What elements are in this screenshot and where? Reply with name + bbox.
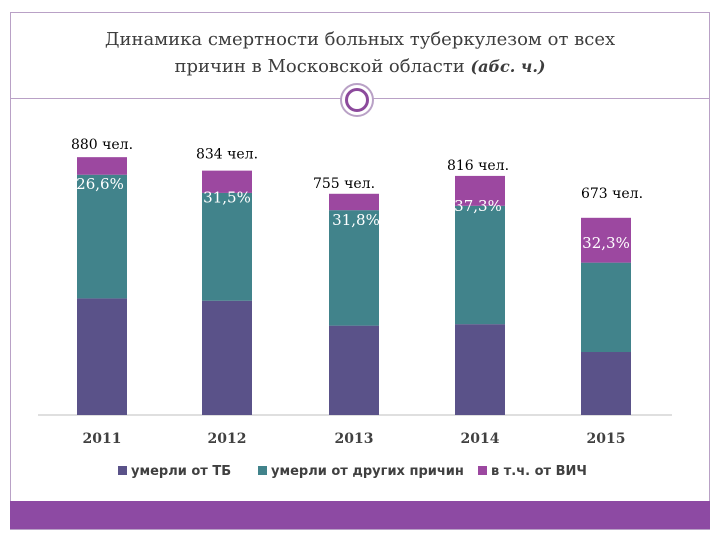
labels-group: 2011 880 чел. 26,6% 2012 834 чел. 31,5% 2013 75… xyxy=(71,137,643,447)
bar-2012-series-2 xyxy=(202,170,252,193)
hiv-percent-label: 31,8% xyxy=(332,211,380,229)
bar-2013-series-0 xyxy=(329,325,379,415)
bar-2015-series-2 xyxy=(581,217,631,263)
footer-accent-bar xyxy=(10,501,710,529)
legend-label: умерли от ТБ xyxy=(131,464,231,479)
x-tick-label: 2015 xyxy=(587,431,626,447)
total-label: 673 чел. xyxy=(581,186,643,202)
chart-title-line1: Динамика смертности больных туберкулезом… xyxy=(104,29,616,50)
bar-2012-series-0 xyxy=(202,300,252,415)
bar-2015-series-1 xyxy=(581,262,631,353)
legend-swatch xyxy=(478,466,487,475)
bars-group xyxy=(77,157,631,415)
chart-title-line2: причин в Московской области xyxy=(174,56,465,77)
hiv-percent-label: 37,3% xyxy=(454,197,502,215)
slide-frame xyxy=(10,12,710,530)
hiv-percent-label: 26,6% xyxy=(76,175,124,193)
chart-title-unit: (абс. ч.) xyxy=(470,57,546,76)
total-label: 834 чел. xyxy=(196,147,258,163)
bar-2011-series-0 xyxy=(77,298,127,415)
bar-2011-series-2 xyxy=(77,157,127,175)
bar-2013-series-2 xyxy=(329,193,379,211)
bar-2012-series-1 xyxy=(202,192,252,301)
bar-2013-series-1 xyxy=(329,210,379,326)
x-tick-label: 2012 xyxy=(208,431,247,447)
total-label: 755 чел. xyxy=(313,176,375,192)
x-tick-label: 2013 xyxy=(335,431,374,447)
legend-swatch xyxy=(118,466,127,475)
hiv-percent-label: 32,3% xyxy=(582,234,630,252)
hiv-percent-label: 31,5% xyxy=(203,189,251,207)
bar-2011-series-1 xyxy=(77,174,127,299)
divider-circle-ornament xyxy=(340,83,374,117)
bar-2015-series-0 xyxy=(581,352,631,415)
stacked-bar-chart: 2011 880 чел. 26,6% 2012 834 чел. 31,5% 2013 75… xyxy=(38,137,672,479)
bar-2014-series-2 xyxy=(455,175,505,206)
total-label: 880 чел. xyxy=(71,137,133,153)
x-tick-label: 2014 xyxy=(461,431,500,447)
bar-2014-series-0 xyxy=(455,324,505,415)
legend: умерли от ТБ умерли от других причин в т.ч… xyxy=(118,464,587,479)
x-tick-label: 2011 xyxy=(83,431,122,447)
bar-2014-series-1 xyxy=(455,205,505,325)
total-label: 816 чел. xyxy=(447,158,509,174)
chart-title: Динамика смертности больных туберкулезом… xyxy=(20,26,700,80)
legend-label: умерли от других причин xyxy=(271,464,464,479)
legend-label: в т.ч. от ВИЧ xyxy=(491,464,587,479)
legend-swatch xyxy=(258,466,267,475)
